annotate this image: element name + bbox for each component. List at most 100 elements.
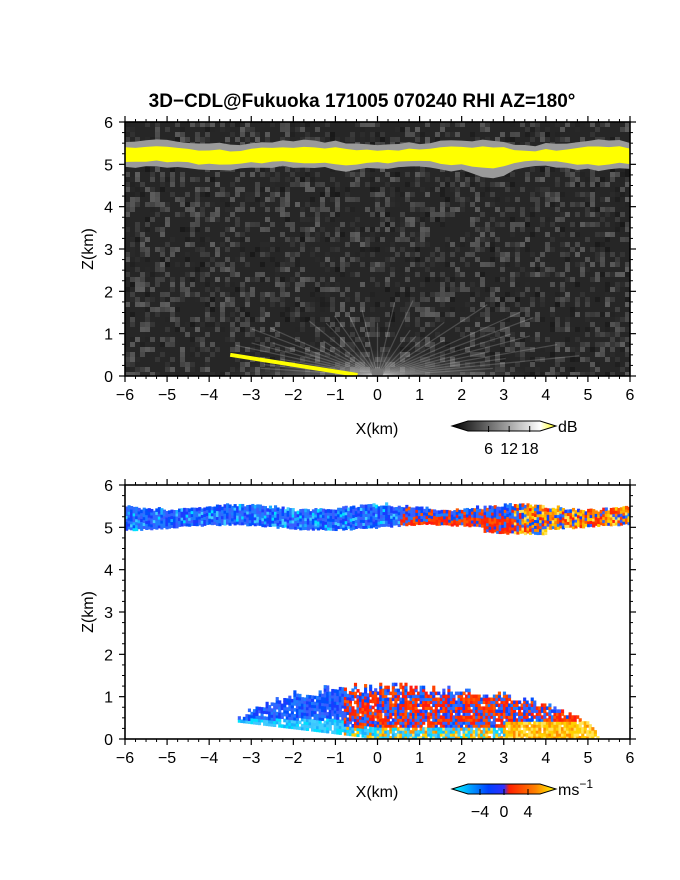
noise-cell — [160, 182, 165, 187]
velocity-cell — [460, 515, 464, 520]
velocity-cell — [587, 508, 591, 513]
velocity-cell — [367, 515, 371, 520]
velocity-cell — [432, 709, 436, 713]
noise-cell — [390, 267, 395, 272]
x-tick-label: 5 — [583, 387, 592, 404]
velocity-cell — [295, 702, 299, 707]
noise-cell — [205, 202, 210, 207]
velocity-cell — [513, 527, 517, 532]
noise-cell — [530, 252, 535, 257]
noise-cell — [325, 132, 330, 137]
velocity-cell — [273, 505, 278, 509]
velocity-cell — [288, 716, 292, 720]
noise-cell — [140, 322, 145, 327]
noise-cell — [405, 197, 410, 202]
velocity-cell — [353, 712, 358, 717]
velocity-cell — [323, 702, 327, 707]
velocity-cell — [491, 517, 495, 522]
velocity-cell — [290, 725, 294, 730]
noise-cell — [310, 317, 315, 322]
velocity-cell — [293, 708, 297, 712]
noise-cell — [180, 352, 185, 357]
noise-cell — [135, 137, 140, 142]
velocity-cell — [442, 715, 446, 719]
noise-cell — [285, 257, 290, 262]
velocity-cell — [210, 521, 214, 526]
velocity-cell — [298, 702, 302, 707]
noise-cell — [305, 232, 310, 237]
velocity-cell — [442, 724, 446, 728]
velocity-cell — [238, 515, 242, 520]
noise-cell — [310, 217, 315, 222]
noise-cell — [565, 262, 570, 267]
noise-cell — [130, 357, 135, 362]
noise-cell — [305, 202, 310, 207]
velocity-cell — [172, 521, 177, 526]
velocity-cell — [190, 516, 194, 521]
velocity-cell — [424, 694, 428, 699]
velocity-cell — [536, 504, 540, 509]
velocity-cell — [571, 522, 576, 527]
velocity-cell — [508, 506, 512, 510]
noise-cell — [530, 127, 535, 132]
noise-cell — [415, 302, 420, 307]
noise-cell — [375, 142, 380, 147]
noise-cell — [435, 292, 440, 297]
noise-cell — [220, 292, 225, 297]
velocity-cell — [210, 518, 214, 523]
noise-cell — [300, 302, 305, 307]
noise-cell — [590, 247, 595, 252]
noise-cell — [510, 342, 515, 347]
noise-cell — [415, 242, 420, 247]
noise-cell — [540, 297, 545, 302]
noise-cell — [170, 277, 175, 282]
velocity-cell — [587, 517, 591, 522]
velocity-cell — [536, 531, 540, 536]
noise-cell — [470, 182, 475, 187]
noise-cell — [390, 257, 395, 262]
velocity-cell — [381, 733, 385, 737]
noise-cell — [610, 342, 615, 347]
velocity-cell — [564, 512, 568, 517]
velocity-cell — [612, 513, 616, 518]
velocity-cell — [238, 521, 242, 526]
noise-cell — [180, 182, 185, 187]
noise-cell — [135, 232, 140, 237]
velocity-cell — [183, 522, 187, 527]
velocity-cell — [314, 510, 318, 515]
velocity-cell — [321, 693, 325, 698]
noise-cell — [475, 242, 480, 247]
velocity-cell — [301, 526, 305, 531]
velocity-cell — [205, 521, 209, 525]
noise-cell — [270, 257, 275, 262]
velocity-cell — [137, 516, 141, 521]
noise-cell — [590, 202, 595, 207]
velocity-cell — [231, 511, 235, 516]
velocity-cell — [516, 513, 520, 517]
velocity-cell — [399, 682, 403, 687]
velocity-cell — [400, 515, 404, 520]
velocity-cell — [592, 520, 596, 525]
velocity-cell — [614, 516, 618, 520]
velocity-cell — [251, 503, 255, 508]
velocity-cell — [305, 703, 310, 708]
velocity-cell — [424, 700, 428, 705]
noise-cell — [355, 317, 360, 322]
colorbar-tick-label: 12 — [500, 441, 518, 458]
velocity-cell — [265, 716, 269, 721]
noise-cell — [600, 122, 605, 127]
noise-cell — [305, 227, 310, 232]
noise-cell — [325, 252, 330, 257]
velocity-cell — [175, 510, 179, 514]
velocity-cell — [435, 516, 439, 520]
noise-cell — [360, 252, 365, 257]
velocity-cell — [374, 504, 379, 509]
noise-cell — [165, 362, 170, 367]
velocity-cell — [377, 521, 381, 525]
noise-cell — [385, 262, 390, 267]
velocity-cell — [430, 518, 434, 522]
noise-cell — [485, 187, 490, 192]
noise-cell — [420, 212, 425, 217]
velocity-cell — [549, 511, 553, 516]
velocity-cell — [439, 709, 443, 713]
